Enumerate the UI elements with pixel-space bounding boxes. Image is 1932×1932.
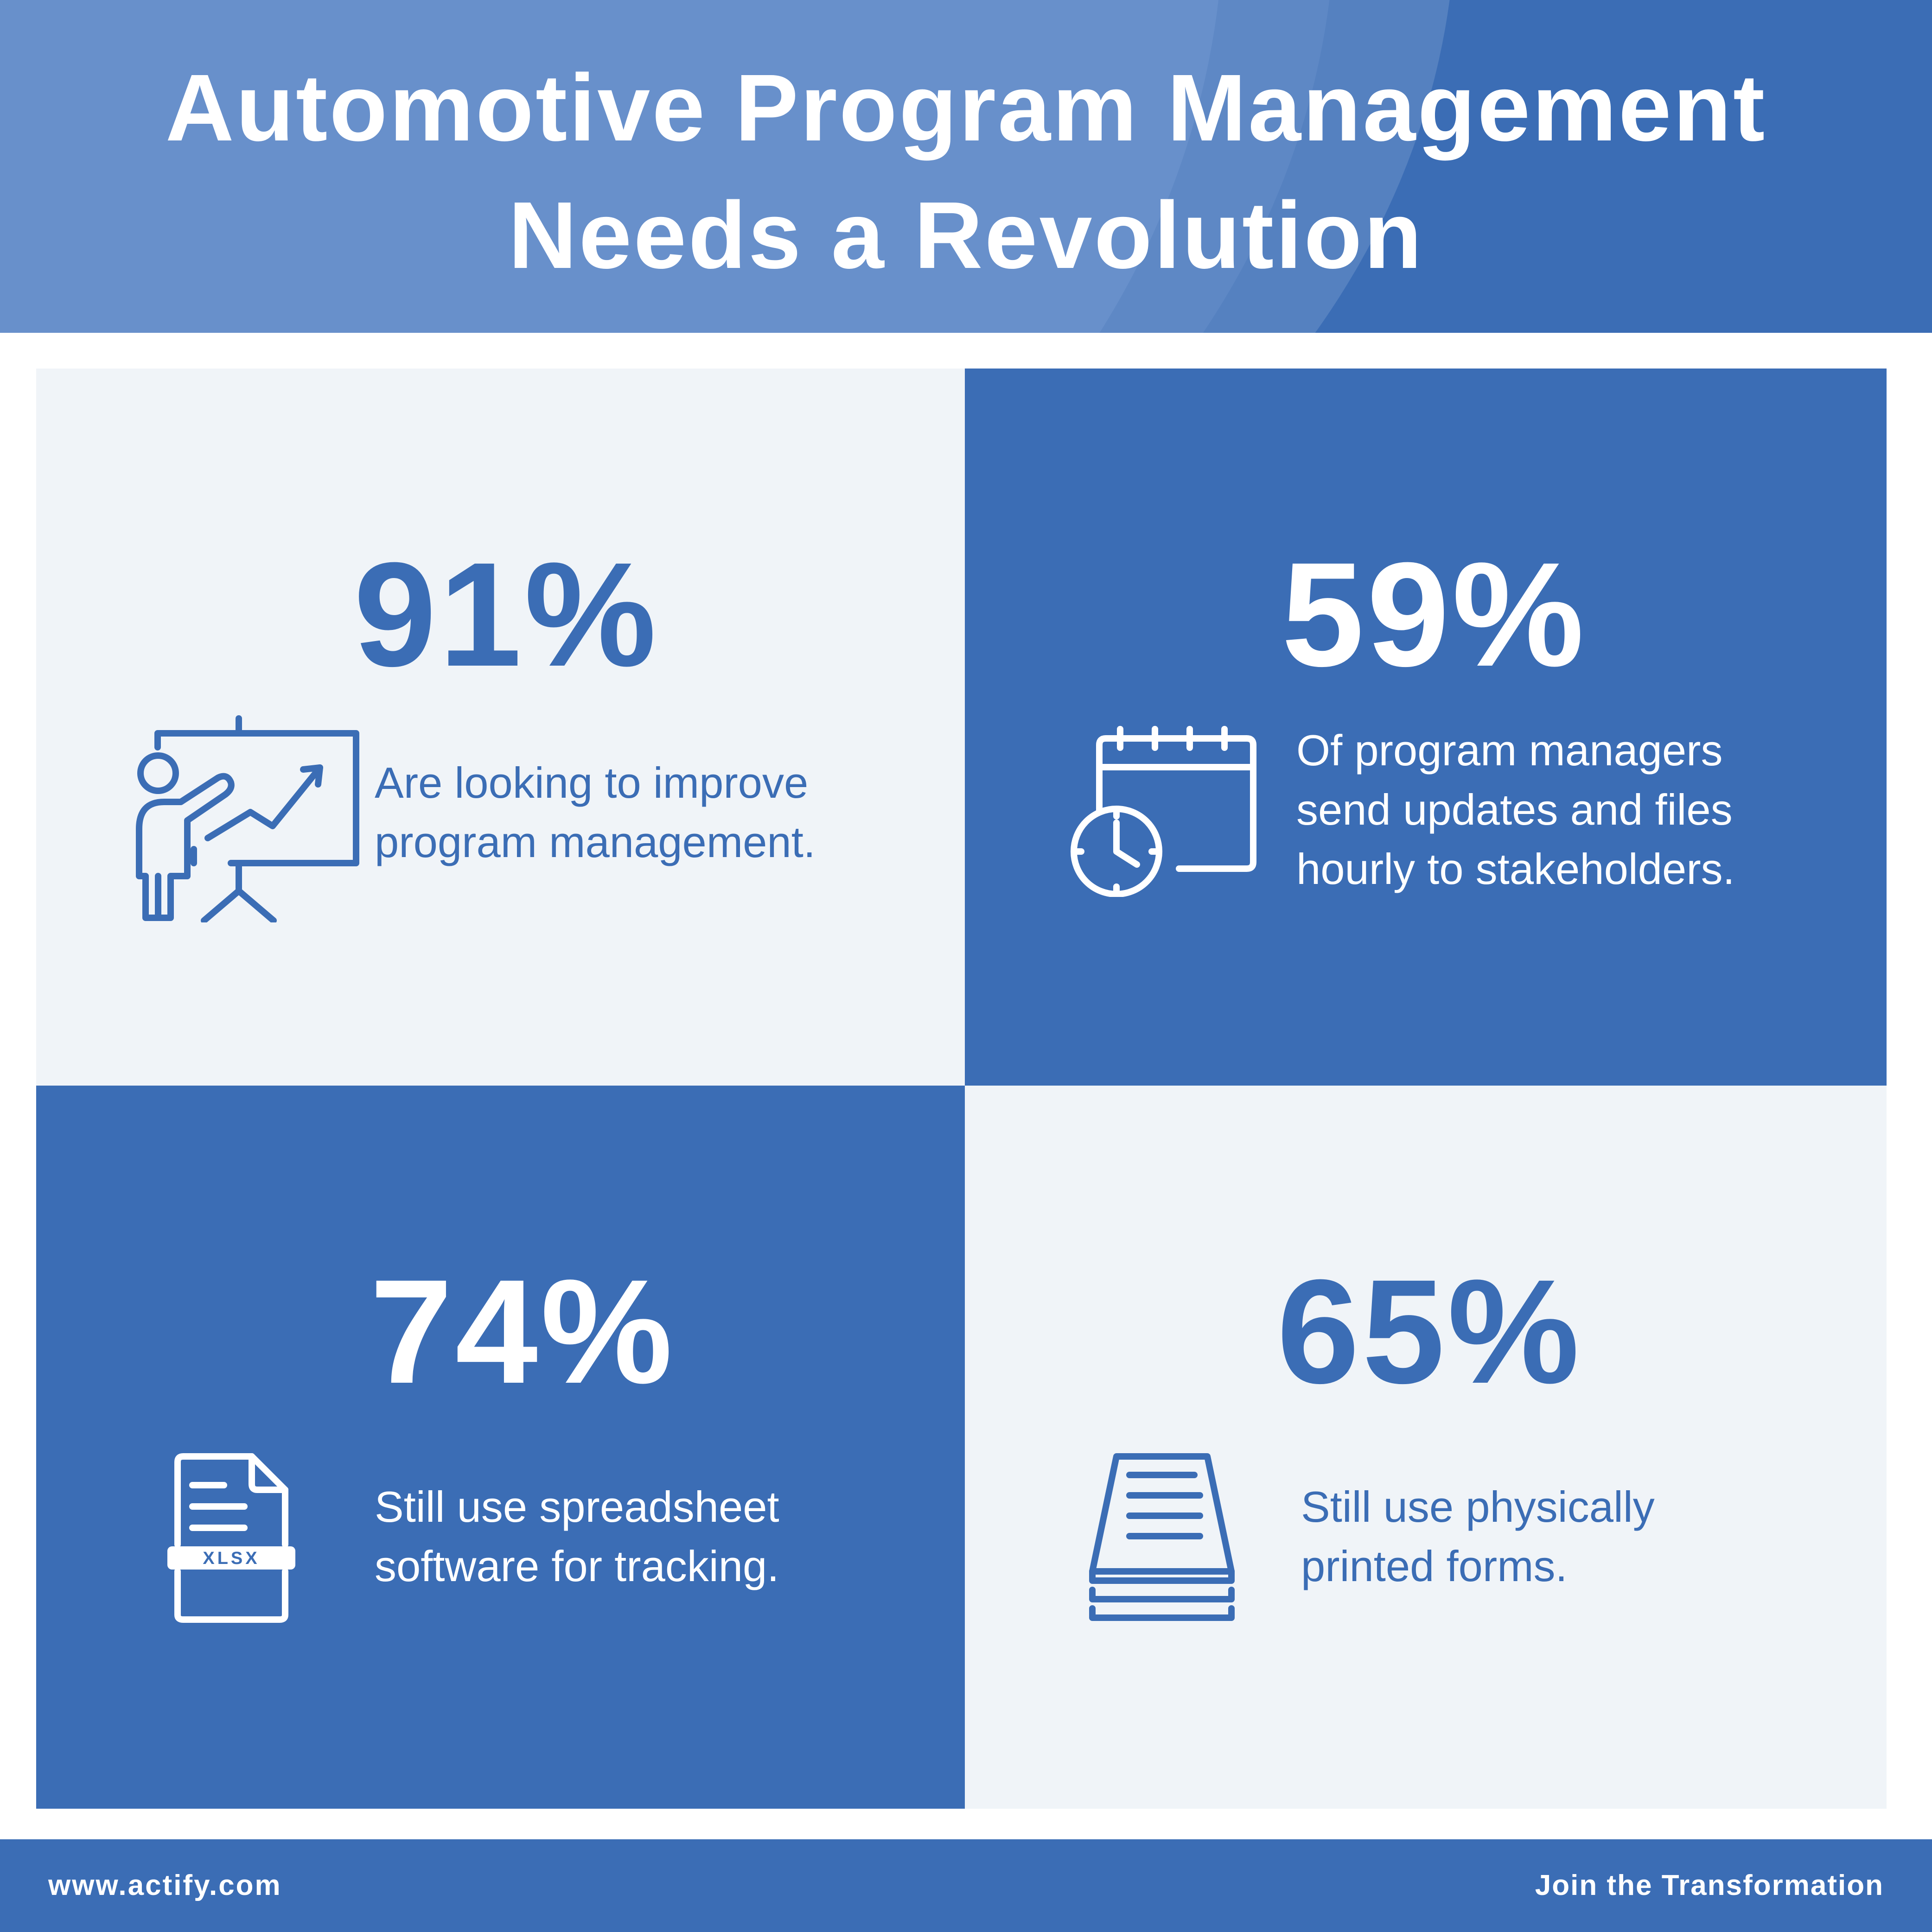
cta-text[interactable]: Join the Transformation (1535, 1869, 1884, 1901)
stat-value: 74% (370, 1248, 676, 1414)
stat-description-line: hourly to stakeholders. (1296, 845, 1735, 893)
stat-tile-spreadsheet: 74% XLSX Still use spreadsheet software … (36, 1086, 965, 1809)
stat-value: 65% (1277, 1248, 1582, 1414)
paper-stack-icon (1089, 1453, 1235, 1621)
page-title-line-2: Needs a Revolution (508, 182, 1424, 288)
stat-description-line: program management. (375, 818, 816, 866)
stat-value: 59% (1282, 531, 1587, 697)
header-arc-decoration (0, 0, 1224, 333)
stat-tile-updates: 59% Of program managers send updates and… (965, 369, 1887, 1086)
presenter-chart-icon (136, 715, 359, 922)
calendar-clock-icon (1071, 726, 1256, 897)
stat-description-line: Still use spreadsheet (375, 1482, 779, 1531)
stat-tile-printed-forms: 65% Still use physically printed forms. (965, 1086, 1887, 1809)
stat-description-line: printed forms. (1301, 1542, 1568, 1590)
xlsx-label: XLSX (203, 1549, 260, 1568)
page-title-line-1: Automotive Program Management (165, 55, 1767, 161)
stat-value: 91% (354, 531, 659, 697)
xlsx-file-icon: XLSX (167, 1453, 295, 1623)
footer-bar: www.actify.com Join the Transformation (0, 1839, 1932, 1932)
stat-description-line: send updates and files (1296, 785, 1733, 834)
stat-description-line: software for tracking. (375, 1542, 779, 1590)
stat-description-line: Are looking to improve (375, 758, 809, 807)
header-banner: Automotive Program Management Needs a Re… (0, 0, 1932, 333)
stat-description-line: Of program managers (1296, 726, 1723, 775)
stat-description-line: Still use physically (1301, 1482, 1655, 1531)
stat-tile-improve: 91% Are looking to improve program manag… (36, 369, 965, 1086)
website-link[interactable]: www.actify.com (48, 1869, 282, 1901)
